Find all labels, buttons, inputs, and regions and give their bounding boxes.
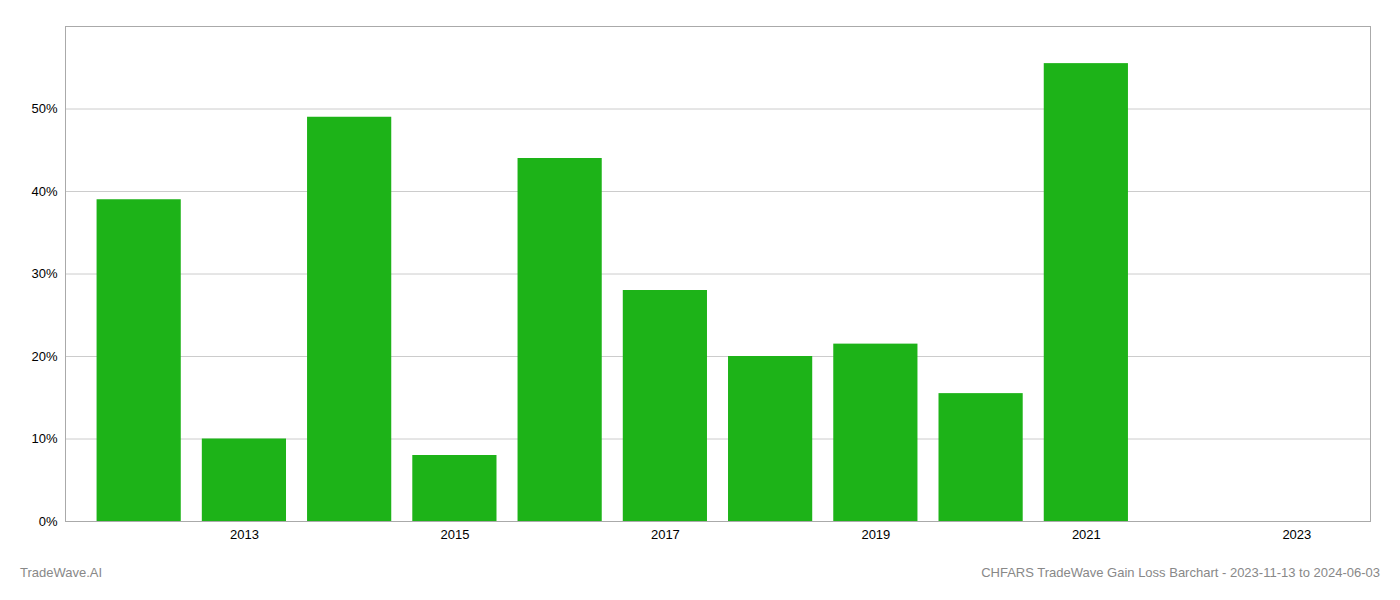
html-text:TradeWave.AI: TradeWave.AI xyxy=(20,565,103,580)
svg-text:50%: 50% xyxy=(31,101,57,116)
svg-text:2021: 2021 xyxy=(1072,527,1101,542)
svg-text:2015: 2015 xyxy=(440,527,469,542)
svg-text:2023: 2023 xyxy=(1282,527,1311,542)
svg-text:10%: 10% xyxy=(31,431,57,446)
html-text:CHFARS TradeWave Gain Loss Bar: CHFARS TradeWave Gain Loss Barchart - 20… xyxy=(981,565,1380,580)
svg-text:2017: 2017 xyxy=(651,527,680,542)
svg-text:20%: 20% xyxy=(31,349,57,364)
svg-text:2019: 2019 xyxy=(861,527,890,542)
svg-text:30%: 30% xyxy=(31,266,57,281)
svg-text:40%: 40% xyxy=(31,184,57,199)
svg-text:0%: 0% xyxy=(39,514,58,529)
svg-text:2013: 2013 xyxy=(230,527,259,542)
